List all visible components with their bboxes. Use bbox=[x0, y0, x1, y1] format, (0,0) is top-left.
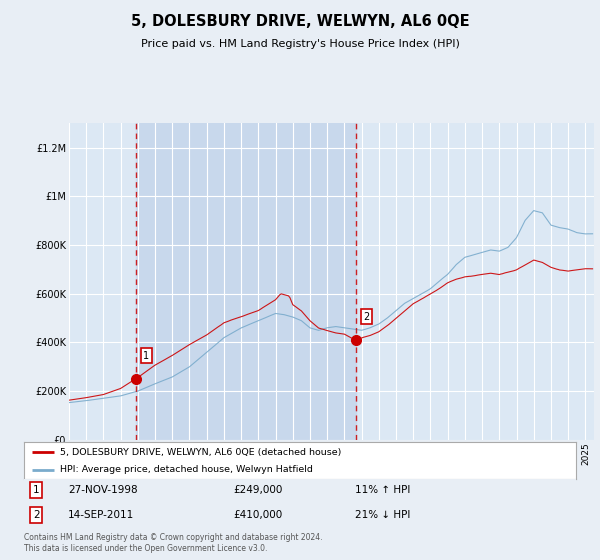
Text: HPI: Average price, detached house, Welwyn Hatfield: HPI: Average price, detached house, Welw… bbox=[60, 465, 313, 474]
Text: Contains HM Land Registry data © Crown copyright and database right 2024.
This d: Contains HM Land Registry data © Crown c… bbox=[24, 533, 323, 553]
Text: 11% ↑ HPI: 11% ↑ HPI bbox=[355, 485, 410, 495]
Text: £410,000: £410,000 bbox=[234, 510, 283, 520]
Text: 2: 2 bbox=[364, 311, 370, 321]
Text: 21% ↓ HPI: 21% ↓ HPI bbox=[355, 510, 410, 520]
Bar bbox=[136, 123, 356, 440]
Text: 14-SEP-2011: 14-SEP-2011 bbox=[68, 510, 134, 520]
Text: 5, DOLESBURY DRIVE, WELWYN, AL6 0QE (detached house): 5, DOLESBURY DRIVE, WELWYN, AL6 0QE (det… bbox=[60, 448, 341, 457]
Text: Price paid vs. HM Land Registry's House Price Index (HPI): Price paid vs. HM Land Registry's House … bbox=[140, 39, 460, 49]
Text: 5, DOLESBURY DRIVE, WELWYN, AL6 0QE: 5, DOLESBURY DRIVE, WELWYN, AL6 0QE bbox=[131, 14, 469, 29]
Text: £249,000: £249,000 bbox=[234, 485, 283, 495]
Text: 1: 1 bbox=[143, 351, 149, 361]
Text: 27-NOV-1998: 27-NOV-1998 bbox=[68, 485, 138, 495]
Text: 1: 1 bbox=[33, 485, 40, 495]
Text: 2: 2 bbox=[33, 510, 40, 520]
